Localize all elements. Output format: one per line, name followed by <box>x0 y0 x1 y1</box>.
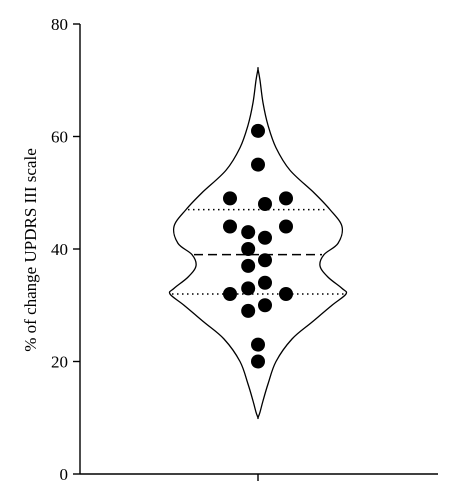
data-point <box>251 123 265 138</box>
data-point <box>223 191 237 206</box>
data-point <box>279 191 293 206</box>
y-tick-label: 20 <box>51 353 68 372</box>
y-tick-label: 40 <box>51 240 68 259</box>
data-point <box>241 281 256 296</box>
data-point <box>223 219 237 234</box>
data-point <box>241 225 256 240</box>
y-tick-label: 60 <box>51 128 68 147</box>
axes-layer: 0 20 40 60 80 <box>51 15 438 484</box>
y-tick-label: 0 <box>60 465 69 484</box>
data-point <box>258 197 272 211</box>
points-layer <box>223 123 293 369</box>
data-point <box>251 354 265 369</box>
data-point <box>279 219 293 234</box>
violin-outline <box>168 66 348 420</box>
data-point <box>223 287 237 301</box>
violin-layer <box>168 66 348 420</box>
data-point <box>258 230 272 245</box>
data-point <box>241 242 256 256</box>
data-point <box>251 157 265 172</box>
data-point <box>258 298 272 313</box>
y-axis-label: % of change UPDRS III scale <box>21 148 40 351</box>
data-point <box>241 303 256 318</box>
data-point <box>251 337 265 352</box>
data-point <box>241 258 256 273</box>
data-point <box>258 275 272 290</box>
y-tick-label: 80 <box>51 15 68 34</box>
data-point <box>258 253 272 268</box>
data-point <box>279 287 293 301</box>
